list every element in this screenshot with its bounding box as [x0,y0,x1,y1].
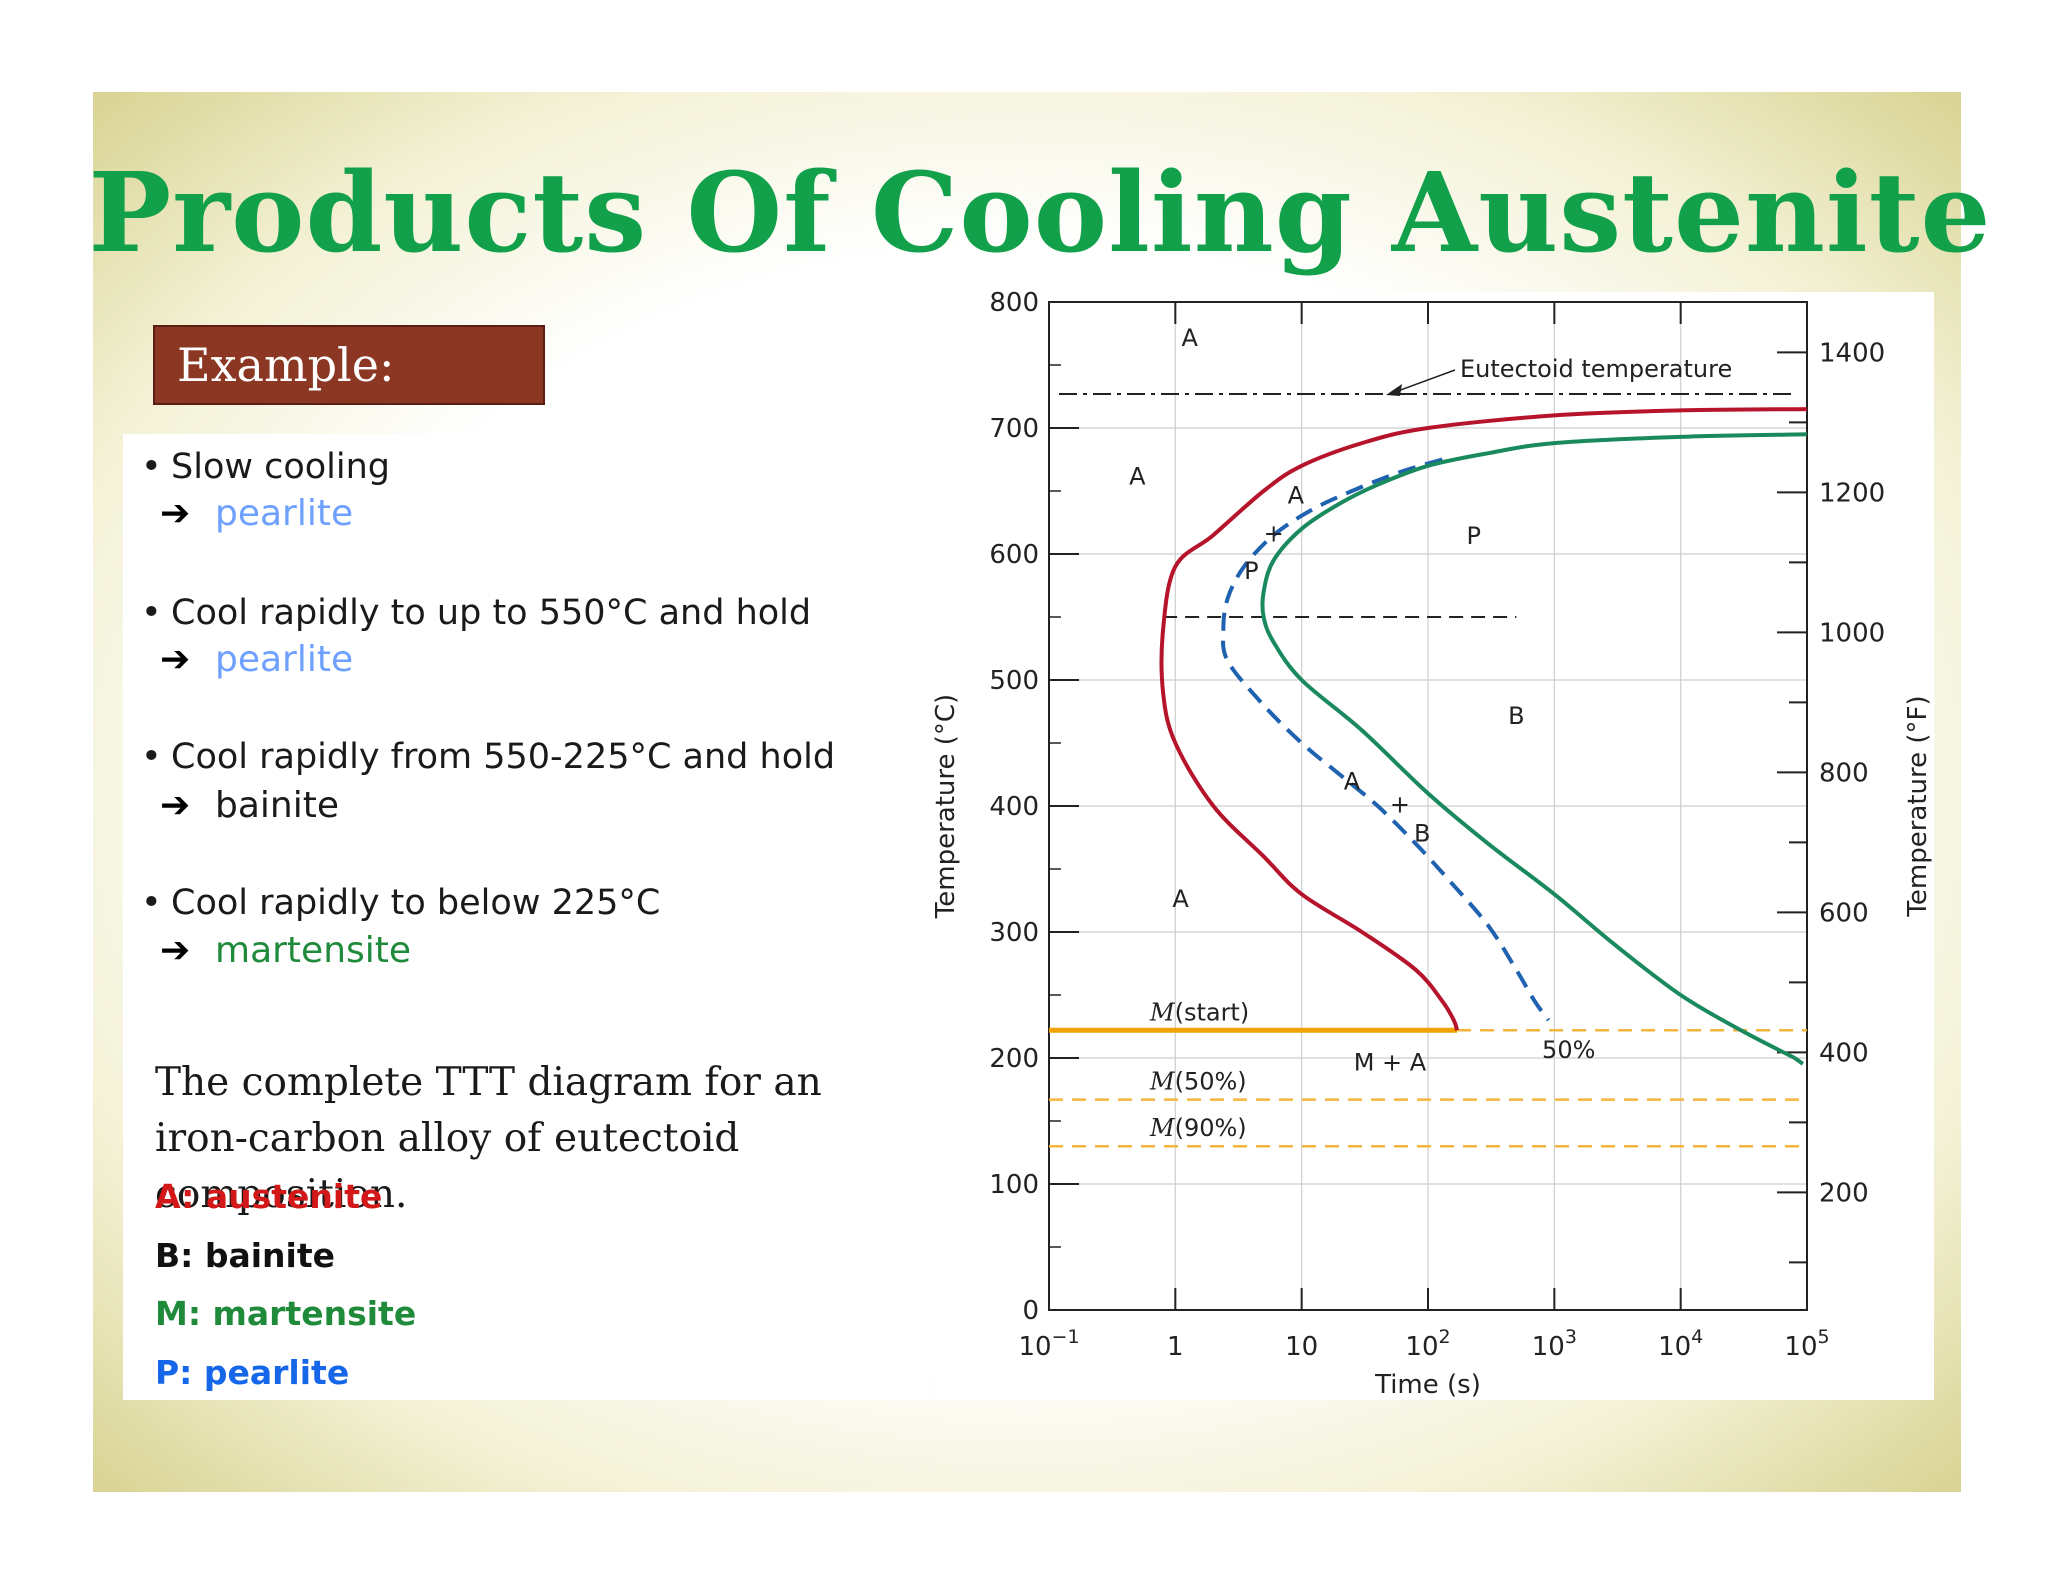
y2-tick-label: 200 [1819,1178,1869,1208]
eutectoid-arrowhead [1386,384,1402,396]
arrow-right-icon: ➔ [160,639,191,680]
y2-tick-label: 800 [1819,758,1869,788]
y-tick-label: 500 [989,666,1039,696]
x-tick-label: 102 [1405,1326,1450,1362]
legend-bainite: B: bainite [155,1236,336,1275]
case-3-result: ➔ bainite [160,785,339,826]
region-label: 50% [1542,1036,1595,1064]
eutectoid-pointer [1394,369,1456,393]
case-2-condition: • Cool rapidly to up to 550°C and hold [141,593,812,633]
legend-pearlite: P: pearlite [155,1353,350,1392]
y-tick-label: 700 [989,414,1039,444]
case-2-result: ➔ pearlite [160,639,354,680]
y2-tick-label: 400 [1819,1038,1869,1068]
x-tick-label: 105 [1784,1326,1829,1362]
y2-tick-label: 600 [1819,898,1869,928]
region-label: A [1344,768,1361,796]
curve-start [1159,407,1808,1031]
slide-title: Products Of Cooling Austenite [88,148,1992,277]
region-label: B [1508,702,1524,730]
y-axis-label: Temperature (°C) [931,694,961,919]
region-label: + [1264,519,1284,547]
region-label: B [1414,819,1430,847]
x-tick-label: 103 [1532,1326,1577,1362]
left-panel [123,434,933,1400]
m-line-label: M(start) [1149,998,1249,1026]
x-axis-label: Time (s) [1374,1370,1481,1400]
y-tick-label: 400 [989,792,1039,822]
region-label: + [1390,790,1410,818]
curve-end-tail [1793,1056,1809,1069]
figure-caption: The complete TTT diagram for an iron-car… [155,1060,822,1217]
y2-tick-label: 1200 [1819,478,1885,508]
example-box: Example: [153,325,545,405]
y-tick-label: 600 [989,540,1039,570]
curve-fifty [1220,457,1551,1022]
y-tick-label: 0 [1022,1296,1039,1326]
m-line-label: M(50%) [1149,1068,1247,1096]
y-tick-label: 200 [989,1044,1039,1074]
y-tick-label: 800 [989,288,1039,318]
case-3-condition: • Cool rapidly from 550-225°C and hold [141,737,836,777]
eutectoid-label: Eutectoid temperature [1460,355,1732,383]
region-label: A [1288,482,1305,510]
curve-end [1260,432,1808,1060]
case-1-condition: • Slow cooling [141,447,391,487]
legend-martensite: M: martensite [155,1294,417,1333]
m-line-label: M(90%) [1149,1114,1247,1142]
y2-tick-label: 1400 [1819,338,1885,368]
region-label: A [1182,324,1199,352]
legend-austenite: A: austenite [155,1177,383,1216]
region-label: A [1172,885,1189,913]
x-tick-label: 104 [1658,1326,1703,1362]
region-label: A [1129,463,1146,491]
y2-tick-label: 1000 [1819,618,1885,648]
region-label: M + A [1354,1049,1427,1077]
y-tick-label: 300 [989,918,1039,948]
case-4-condition: • Cool rapidly to below 225°C [141,883,661,923]
y2-axis-label: Temperature (°F) [1903,695,1933,917]
x-tick-label: 10 [1285,1332,1318,1362]
region-label: P [1244,557,1258,585]
arrow-right-icon: ➔ [160,930,191,971]
region-label: P [1466,522,1480,550]
y-tick-label: 100 [989,1170,1039,1200]
x-tick-label: 10−1 [1018,1326,1079,1362]
case-4-result: ➔ martensite [160,930,412,971]
case-1-result: ➔ pearlite [160,493,354,534]
x-tick-label: 1 [1167,1332,1184,1362]
chart-panel [934,292,1934,1400]
arrow-right-icon: ➔ [160,493,191,534]
arrow-right-icon: ➔ [160,785,191,826]
